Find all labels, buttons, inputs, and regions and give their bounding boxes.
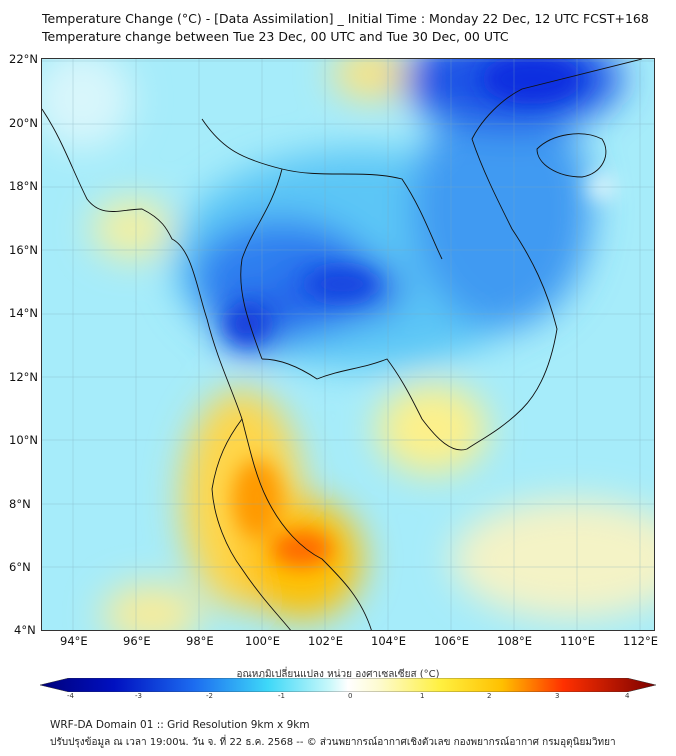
colorbar-tick: 2 — [487, 692, 492, 700]
colorbar-tick: 3 — [555, 692, 560, 700]
lat-label: 16°N — [9, 243, 38, 257]
graticule — [42, 59, 654, 630]
chart-subtitle: Temperature change between Tue 23 Dec, 0… — [42, 29, 509, 44]
lon-label: 96°E — [123, 634, 151, 648]
lon-label: 94°E — [60, 634, 88, 648]
lat-label: 20°N — [9, 116, 38, 130]
lat-label: 10°N — [9, 433, 38, 447]
temperature-change-map — [41, 58, 655, 631]
lon-label: 104°E — [371, 634, 406, 648]
lat-label: 8°N — [9, 497, 31, 511]
lon-label: 110°E — [560, 634, 595, 648]
lon-label: 112°E — [623, 634, 658, 648]
colorbar-tick: -3 — [135, 692, 142, 700]
lat-label: 18°N — [9, 179, 38, 193]
colorbar-tick: -2 — [206, 692, 213, 700]
lat-label: 6°N — [9, 560, 31, 574]
lon-label: 106°E — [434, 634, 469, 648]
lon-label: 100°E — [245, 634, 280, 648]
colorbar-tick: -4 — [67, 692, 74, 700]
lon-label: 108°E — [497, 634, 532, 648]
chart-title: Temperature Change (°C) - [Data Assimila… — [42, 11, 649, 26]
lat-label: 14°N — [9, 306, 38, 320]
lat-label: 4°N — [14, 623, 36, 637]
colorbar-tick: -1 — [278, 692, 285, 700]
colorbar-tick: 0 — [348, 692, 353, 700]
footer-credit: ปรับปรุงข้อมูล ณ เวลา 19:00น. วัน จ. ที่… — [50, 737, 616, 748]
temperature-field — [42, 59, 654, 630]
footer-model-info: WRF-DA Domain 01 :: Grid Resolution 9km … — [50, 719, 310, 731]
coastlines — [42, 59, 643, 630]
colorbar-title: อุณหภูมิเปลี่ยนแปลง หน่วย องศาเซลเซียส (… — [236, 669, 440, 680]
colorbar-tick: 1 — [420, 692, 425, 700]
lon-label: 98°E — [186, 634, 214, 648]
colorbar-tick: 4 — [625, 692, 630, 700]
lat-label: 12°N — [9, 370, 38, 384]
lat-label: 22°N — [9, 52, 38, 66]
colorbar — [40, 678, 656, 692]
lon-label: 102°E — [308, 634, 343, 648]
